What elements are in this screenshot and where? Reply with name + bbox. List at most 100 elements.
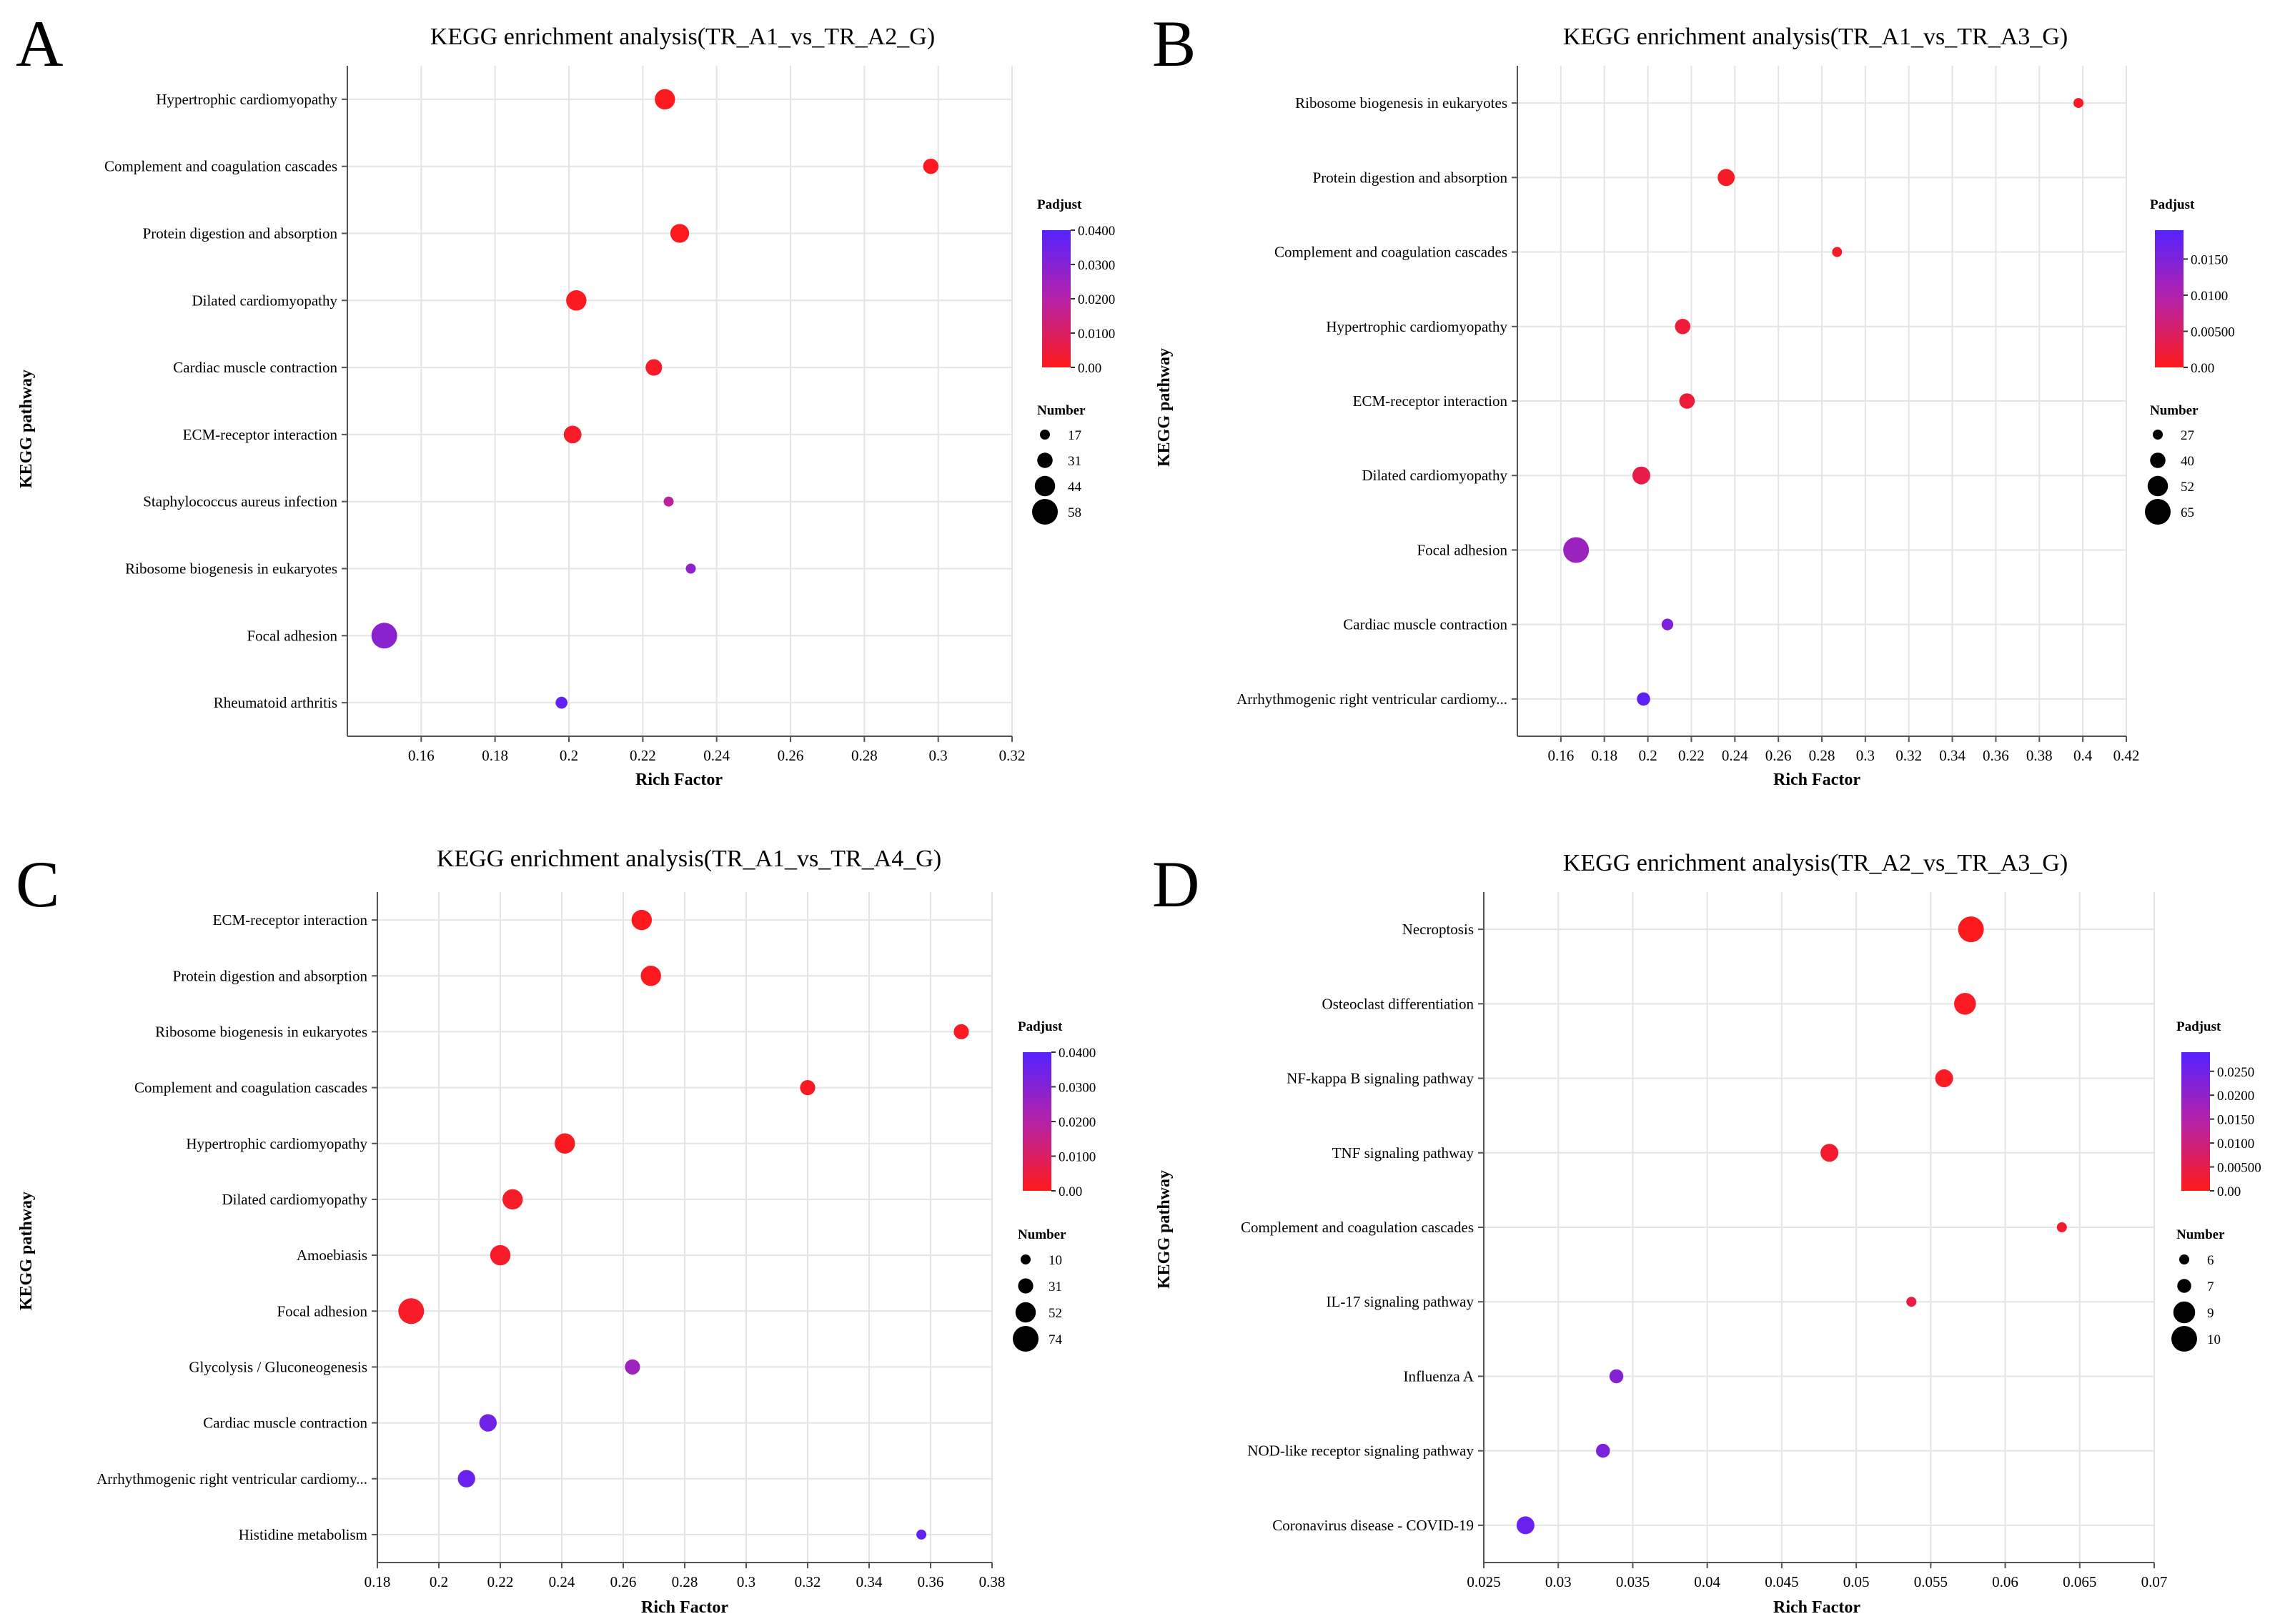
data-point: [1679, 393, 1695, 409]
number-legend-dot: [2179, 1254, 2189, 1264]
pathway-label: Arrhythmogenic right ventricular cardiom…: [96, 1470, 367, 1487]
data-point: [555, 696, 568, 709]
number-legend-title: Number: [1037, 403, 1086, 418]
x-tick-label: 0.03: [1545, 1573, 1572, 1590]
x-tick-label: 0.26: [610, 1573, 637, 1590]
number-legend-label: 10: [2207, 1332, 2221, 1347]
number-legend-title: Number: [1018, 1227, 1066, 1242]
number-legend-label: 65: [2181, 505, 2194, 520]
panel-letter-b: B: [1152, 7, 1196, 80]
number-legend-dot: [2145, 499, 2171, 525]
data-point: [800, 1079, 816, 1096]
number-legend-dot: [2153, 430, 2163, 440]
data-point: [457, 1470, 475, 1487]
x-tick-label: 0.055: [1914, 1573, 1948, 1590]
data-point: [1906, 1297, 1917, 1307]
data-point: [1954, 993, 1976, 1015]
data-point: [663, 496, 674, 507]
data-point: [1596, 1443, 1610, 1458]
number-legend-dot: [2173, 1301, 2196, 1324]
data-point: [953, 1024, 969, 1040]
x-tick-label: 0.06: [1992, 1573, 2018, 1590]
number-legend-label: 6: [2207, 1253, 2214, 1268]
panel-letter-a: A: [16, 7, 63, 80]
number-legend-dot: [1034, 475, 1056, 497]
pathway-label: Complement and coagulation cascades: [1241, 1219, 1474, 1236]
x-tick-label: 0.24: [703, 747, 730, 764]
x-tick-label: 0.3: [737, 1573, 755, 1590]
pathway-label: Cardiac muscle contraction: [203, 1415, 367, 1432]
padjust-tick-label: 0.0100: [2191, 289, 2228, 304]
x-tick-label: 0.065: [2063, 1573, 2096, 1590]
pathway-label: Rheumatoid arthritis: [214, 694, 337, 711]
number-legend-label: 17: [1068, 428, 1081, 443]
pathway-label: Complement and coagulation cascades: [134, 1079, 367, 1096]
pathway-label: Amoebiasis: [297, 1247, 367, 1264]
number-legend-title: Number: [2176, 1227, 2225, 1242]
panel-d: D KEGG enrichment analysis(TR_A2_vs_TR_A…: [1152, 848, 2261, 1617]
data-point: [1609, 1369, 1624, 1384]
pathway-label: Protein digestion and absorption: [1313, 169, 1508, 186]
panel-letter-c: C: [16, 848, 59, 921]
panel-d-title: KEGG enrichment analysis(TR_A2_vs_TR_A3_…: [1563, 850, 2068, 876]
pathway-label: Ribosome biogenesis in eukaryotes: [155, 1023, 367, 1040]
pathway-label: Focal adhesion: [277, 1302, 367, 1320]
x-tick-label: 0.18: [482, 747, 508, 764]
pathway-label: Ribosome biogenesis in eukaryotes: [1295, 94, 1507, 112]
data-point: [1661, 618, 1674, 630]
padjust-ticks: 0.0400 0.0300 0.0200 0.0100 0.00: [1051, 1046, 1096, 1199]
x-tick-label: 0.18: [365, 1573, 391, 1590]
pathway-label: ECM-receptor interaction: [183, 426, 338, 443]
data-point: [490, 1244, 511, 1266]
padjust-tick-label: 0.0200: [1059, 1115, 1096, 1130]
padjust-ticks: 0.0250 0.0200 0.0150 0.0100 0.00500 0.00: [2210, 1065, 2261, 1199]
padjust-tick-label: 0.0150: [2191, 252, 2228, 267]
padjust-tick-label: 0.00500: [2191, 325, 2235, 340]
pathway-label: Focal adhesion: [247, 627, 337, 644]
pathway-label: Histidine metabolism: [239, 1526, 367, 1543]
number-legend-label: 27: [2181, 428, 2194, 443]
padjust-legend-title: Padjust: [1018, 1019, 1063, 1034]
panel-c-title: KEGG enrichment analysis(TR_A1_vs_TR_A4_…: [437, 846, 941, 872]
data-point: [1832, 247, 1843, 257]
x-tick-label: 0.26: [1765, 747, 1792, 764]
data-point: [563, 425, 582, 444]
data-point: [1958, 916, 1984, 943]
panel-c-ylabel: KEGG pathway: [17, 1192, 36, 1310]
pathway-label: Staphylococcus aureus infection: [143, 493, 337, 510]
x-tick-label: 0.3: [929, 747, 948, 764]
x-tick-label: 0.32: [999, 747, 1026, 764]
padjust-tick-label: 0.0150: [2217, 1113, 2254, 1128]
padjust-tick-label: 0.0400: [1078, 224, 1115, 239]
pathway-label: Complement and coagulation cascades: [104, 158, 337, 175]
pathway-label: ECM-receptor interaction: [213, 911, 368, 929]
panel-d-xlabel: Rich Factor: [1773, 1598, 1860, 1617]
panel-c: C KEGG enrichment analysis(TR_A1_vs_TR_A…: [16, 846, 1096, 1617]
data-point: [916, 1529, 927, 1540]
pathway-label: Hypertrophic cardiomyopathy: [1326, 318, 1507, 335]
padjust-tick-label: 0.0250: [2217, 1065, 2254, 1080]
pathway-label: Hypertrophic cardiomyopathy: [186, 1135, 367, 1152]
panel-b-title: KEGG enrichment analysis(TR_A1_vs_TR_A3_…: [1563, 24, 2068, 50]
panel-d-ylabel: KEGG pathway: [1155, 1170, 1174, 1289]
data-point: [371, 623, 397, 649]
number-legend-dot: [2147, 475, 2169, 497]
data-point: [1632, 466, 1650, 485]
x-tick-label: 0.36: [918, 1573, 944, 1590]
number-legend-items: 6 7 9 10: [2171, 1253, 2221, 1352]
x-tick-label: 0.42: [2113, 747, 2140, 764]
padjust-colorbar: [1023, 1052, 1051, 1191]
pathway-label: Necroptosis: [1402, 921, 1474, 938]
data-point: [1637, 692, 1650, 706]
data-point: [2073, 98, 2084, 109]
x-tick-label: 0.28: [1809, 747, 1835, 764]
pathway-label: Osteoclast differentiation: [1322, 995, 1474, 1012]
x-tick-label: 0.2: [430, 1573, 448, 1590]
padjust-tick-label: 0.00: [1059, 1184, 1082, 1199]
number-legend-dot: [1037, 452, 1053, 468]
padjust-tick-label: 0.0200: [1078, 292, 1115, 307]
data-point: [923, 158, 939, 174]
padjust-ticks: 0.0400 0.0300 0.0200 0.0100 0.00: [1071, 224, 1115, 376]
data-point: [502, 1189, 523, 1210]
